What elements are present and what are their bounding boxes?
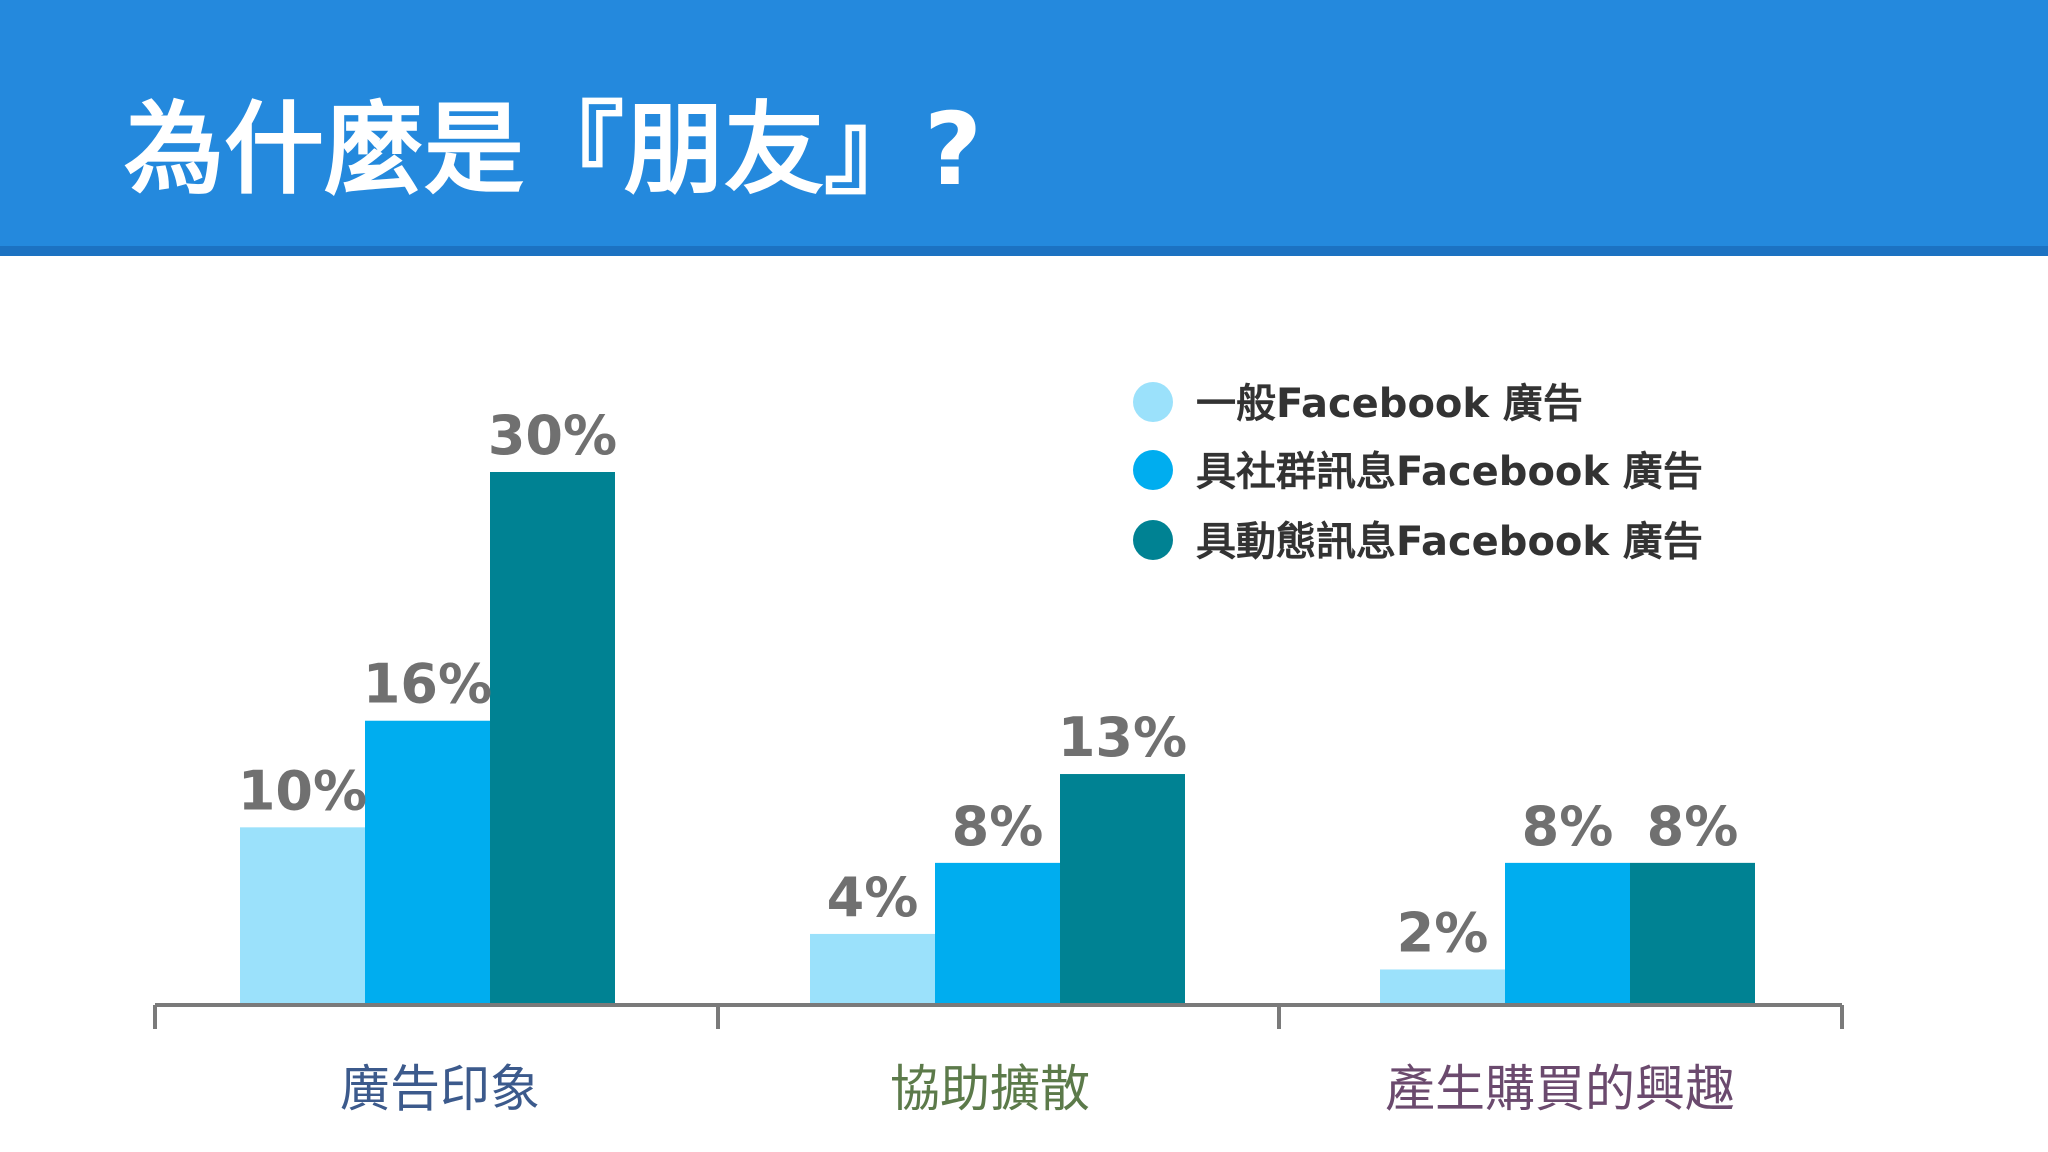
legend-label-1: 一般Facebook 廣告 [1196,381,1583,427]
legend-label-3: 具動態訊息Facebook 廣告 [1196,519,1703,565]
value-label-s3-c1: 30% [488,404,617,467]
value-label-s1-c3: 2% [1397,901,1489,964]
legend-marker-2 [1133,450,1173,490]
bar-s3-c2 [1060,774,1185,1005]
value-label-s3-c3: 8% [1647,795,1739,858]
value-label-s2-c3: 8% [1522,795,1614,858]
bars-group [240,472,1755,1005]
slide-title: 為什麼是『朋友』? [124,91,983,208]
legend-marker-3 [1133,520,1173,560]
value-label-s3-c2: 13% [1058,706,1187,769]
value-label-s2-c2: 8% [952,795,1044,858]
bar-s1-c3 [1380,969,1505,1005]
bar-s2-c3 [1505,862,1630,1005]
category-label-3: 產生購買的興趣 [1385,1060,1735,1118]
category-label-2: 協助擴散 [890,1060,1090,1118]
category-label-1: 廣告印象 [340,1060,540,1118]
x-axis [153,1003,1844,1029]
value-labels-group: 10%4%2%16%8% 8%30%13%8% [238,404,1738,964]
bar-s1-c1 [240,827,365,1005]
header-rule [0,246,2048,256]
value-label-s2-c1: 16% [363,653,492,716]
legend-marker-1 [1133,382,1173,422]
bar-s2-c2 [935,862,1060,1005]
bar-s2-c1 [365,720,490,1005]
category-labels-group: 廣告印象 協助擴散 產生購買的興趣 [340,1060,1735,1118]
header-bar [0,0,2048,246]
legend-label-2: 具社群訊息Facebook 廣告 [1196,449,1703,495]
bar-s3-c1 [490,472,615,1005]
bar-s1-c2 [810,933,935,1005]
value-label-s1-c2: 4% [827,866,919,929]
bar-s3-c3 [1630,862,1755,1005]
value-label-s1-c1: 10% [238,759,367,822]
